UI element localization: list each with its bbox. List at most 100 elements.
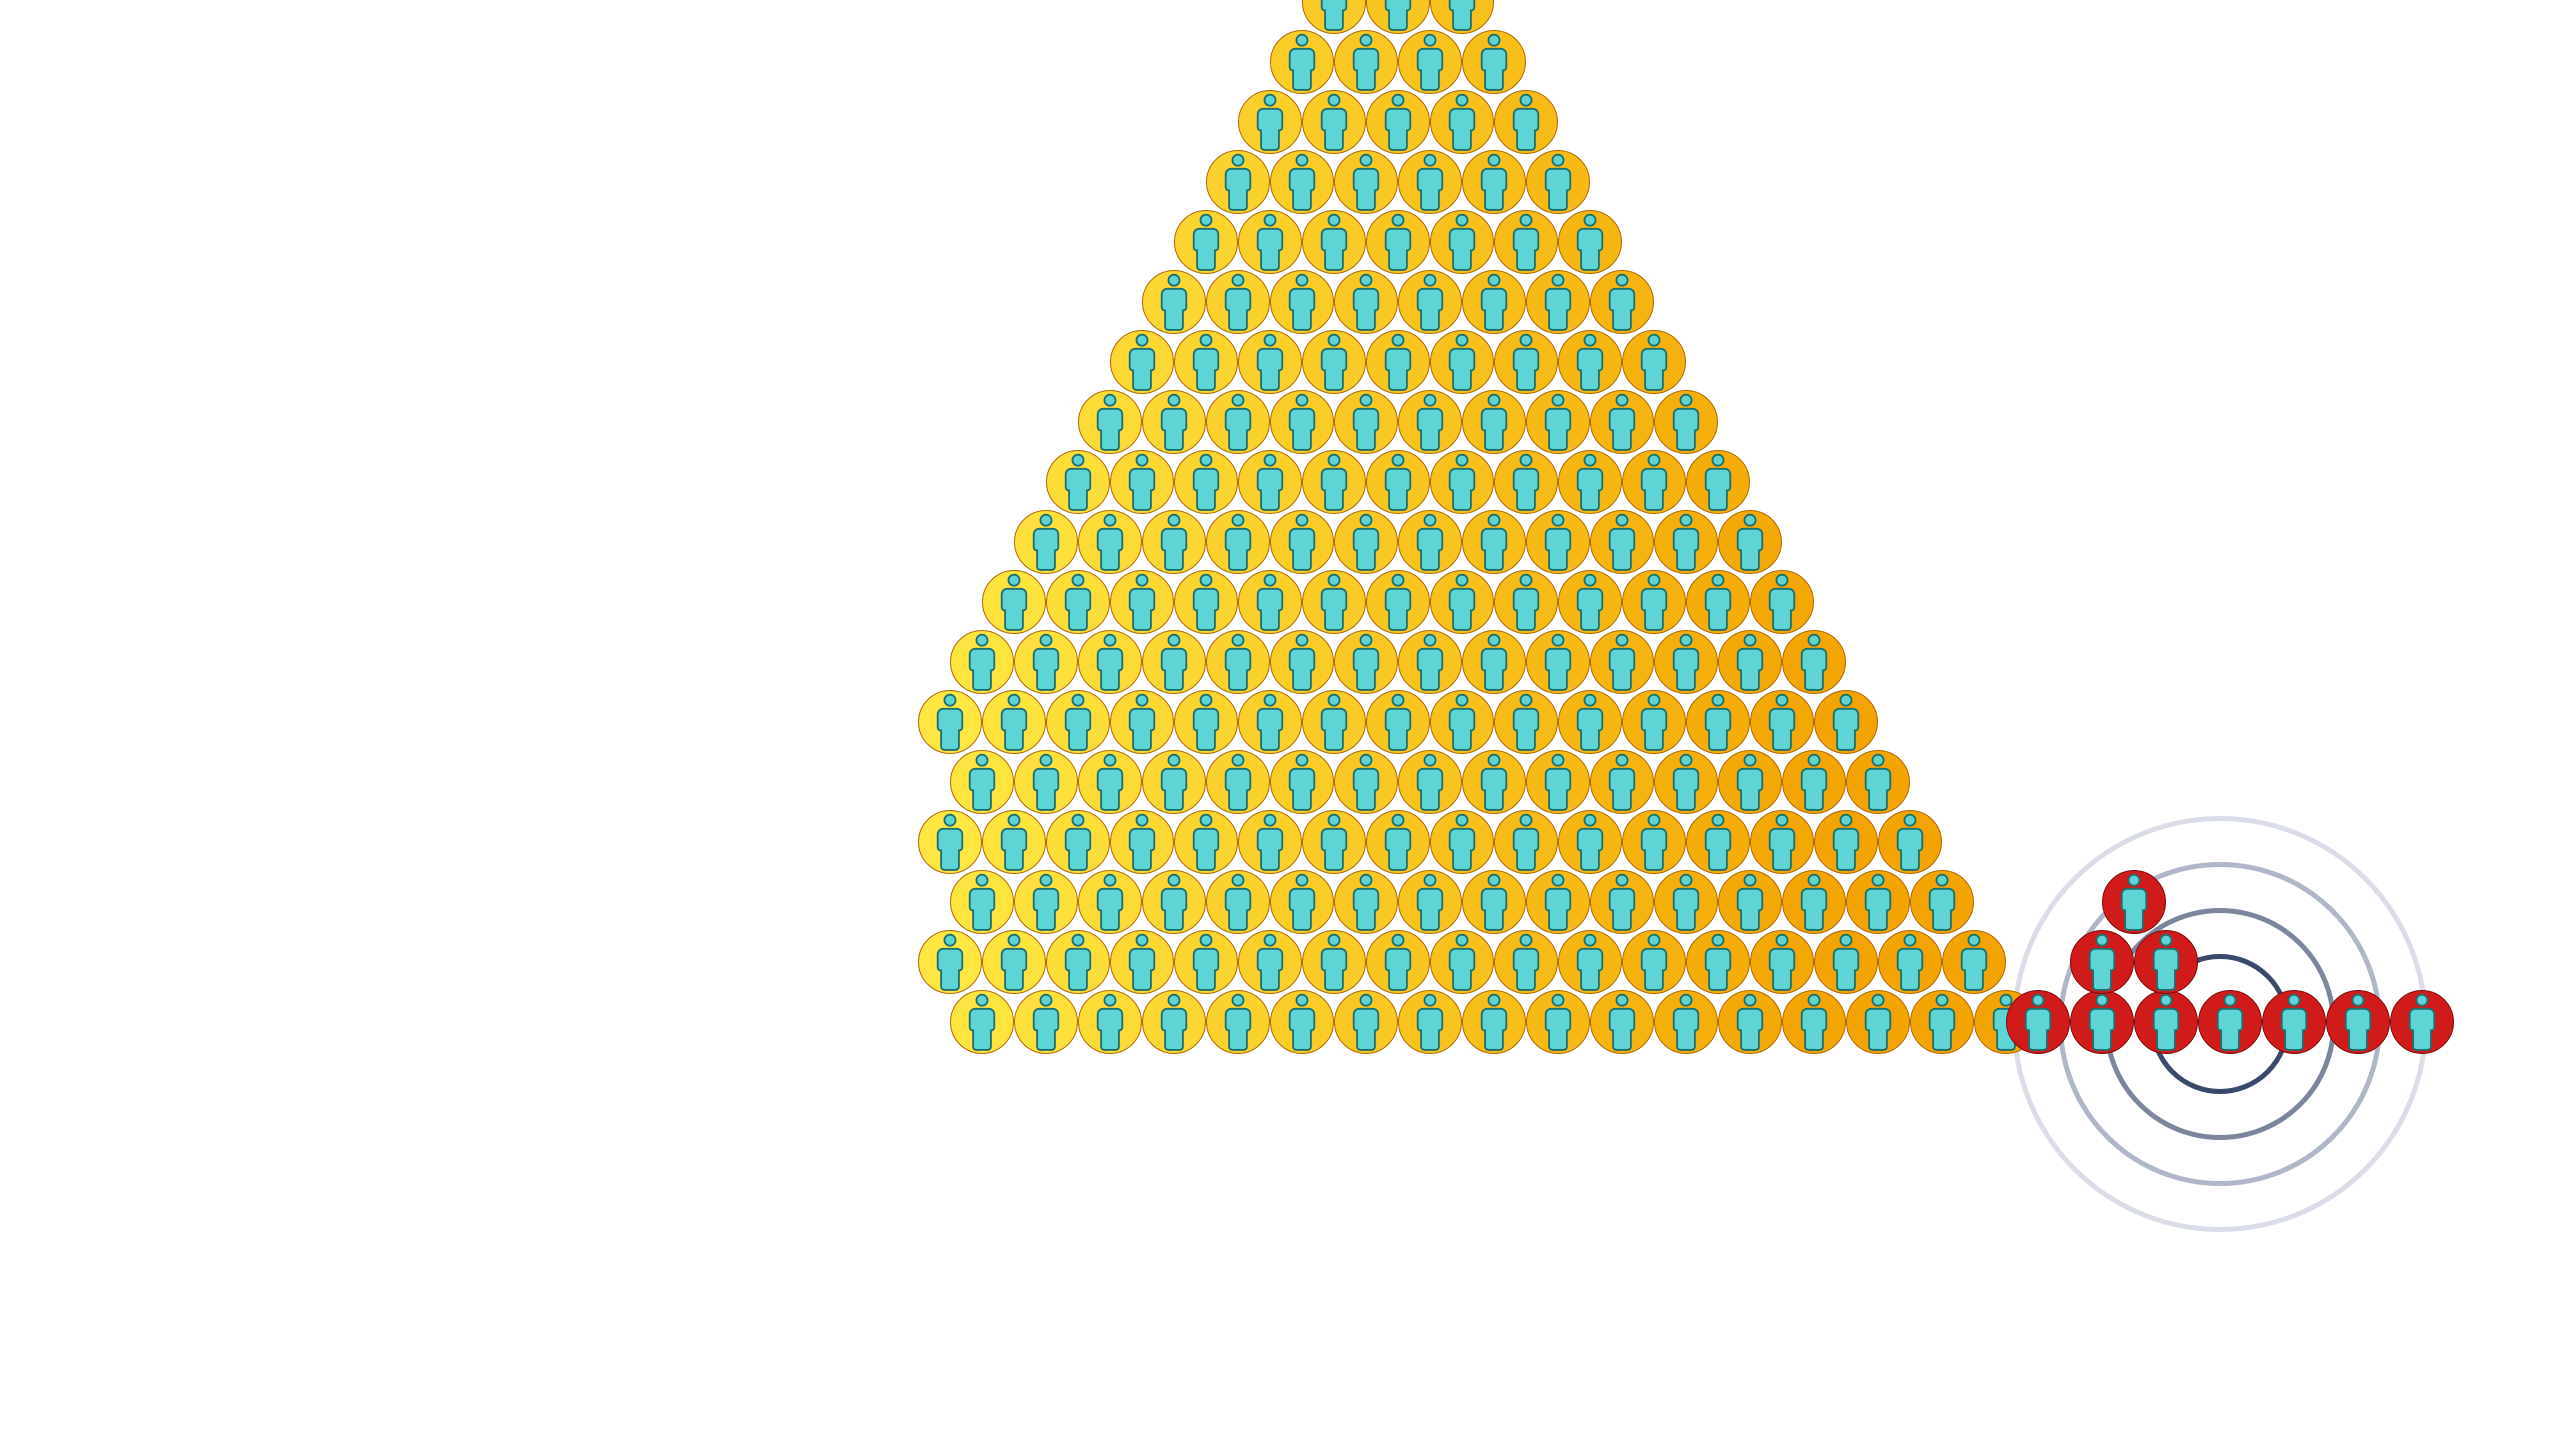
person-token <box>1558 210 1622 274</box>
person-icon <box>1341 511 1391 572</box>
person-icon <box>1917 991 1967 1052</box>
person-icon <box>1117 331 1167 392</box>
person-icon <box>1533 151 1583 212</box>
person-icon <box>1341 871 1391 932</box>
person-token <box>1750 930 1814 994</box>
person-token <box>1238 570 1302 634</box>
person-icon <box>1405 31 1455 92</box>
person-token <box>1366 0 1430 34</box>
person-token <box>1430 690 1494 754</box>
person-token <box>2326 990 2390 1054</box>
person-token <box>1430 210 1494 274</box>
person-token <box>1622 810 1686 874</box>
person-token <box>1014 510 1078 574</box>
person-token <box>1270 750 1334 814</box>
person-icon <box>1437 331 1487 392</box>
person-icon <box>2397 991 2447 1052</box>
person-token <box>1398 270 1462 334</box>
person-icon <box>1085 631 1135 692</box>
person-icon <box>1117 451 1167 512</box>
person-icon <box>1245 211 1295 272</box>
person-token <box>1334 390 1398 454</box>
person-token <box>1462 870 1526 934</box>
person-icon <box>1469 511 1519 572</box>
person-icon <box>1885 931 1935 992</box>
person-icon <box>1501 931 1551 992</box>
person-icon <box>1021 991 1071 1052</box>
person-icon <box>1277 151 1327 212</box>
person-token <box>1302 0 1366 34</box>
person-token <box>1494 90 1558 154</box>
person-icon <box>1533 631 1583 692</box>
person-token <box>1270 390 1334 454</box>
person-icon <box>2077 931 2127 992</box>
person-token <box>1078 630 1142 694</box>
person-icon <box>1789 871 1839 932</box>
person-token <box>1782 870 1846 934</box>
person-token <box>1270 870 1334 934</box>
person-icon <box>1757 691 1807 752</box>
person-token <box>1078 750 1142 814</box>
person-icon <box>1405 871 1455 932</box>
person-token <box>1366 570 1430 634</box>
person-token <box>950 990 1014 1054</box>
person-icon <box>1309 0 1359 33</box>
person-icon <box>989 571 1039 632</box>
person-icon <box>1565 451 1615 512</box>
person-icon <box>1149 271 1199 332</box>
person-icon <box>1853 751 1903 812</box>
person-token <box>1910 870 1974 934</box>
person-icon <box>1597 391 1647 452</box>
person-icon <box>1629 811 1679 872</box>
person-token <box>1302 810 1366 874</box>
person-icon <box>1821 811 1871 872</box>
person-token <box>1590 750 1654 814</box>
person-icon <box>1469 991 1519 1052</box>
person-token <box>1110 330 1174 394</box>
person-token <box>1622 690 1686 754</box>
person-icon <box>1085 871 1135 932</box>
person-icon <box>1405 511 1455 572</box>
person-icon <box>1341 991 1391 1052</box>
person-token <box>1622 930 1686 994</box>
person-token <box>1334 30 1398 94</box>
person-token <box>1110 450 1174 514</box>
person-icon <box>1053 451 1103 512</box>
person-icon <box>1661 871 1711 932</box>
person-icon <box>2141 931 2191 992</box>
person-token <box>1046 930 1110 994</box>
person-icon <box>1277 31 1327 92</box>
person-token <box>1430 330 1494 394</box>
person-icon <box>1277 631 1327 692</box>
person-token <box>1398 870 1462 934</box>
person-token <box>1558 930 1622 994</box>
person-token <box>1366 450 1430 514</box>
person-token <box>1142 630 1206 694</box>
person-token <box>1174 690 1238 754</box>
person-icon <box>989 811 1039 872</box>
person-token <box>1142 750 1206 814</box>
person-icon <box>1213 271 1263 332</box>
person-icon <box>957 991 1007 1052</box>
person-token <box>1558 810 1622 874</box>
person-token <box>1494 210 1558 274</box>
person-icon <box>1725 511 1775 572</box>
person-icon <box>1565 931 1615 992</box>
person-icon <box>1213 631 1263 692</box>
person-token <box>2006 990 2070 1054</box>
person-icon <box>1373 211 1423 272</box>
person-token <box>1558 690 1622 754</box>
person-icon <box>1917 871 1967 932</box>
person-icon <box>1437 211 1487 272</box>
person-icon <box>1245 571 1295 632</box>
person-icon <box>1661 631 1711 692</box>
person-token <box>2070 930 2134 994</box>
person-icon <box>1405 391 1455 452</box>
person-token <box>1014 870 1078 934</box>
person-icon <box>1117 931 1167 992</box>
person-token <box>1206 630 1270 694</box>
person-icon <box>1405 271 1455 332</box>
person-token <box>1238 330 1302 394</box>
person-icon <box>1725 991 1775 1052</box>
person-token <box>1366 90 1430 154</box>
